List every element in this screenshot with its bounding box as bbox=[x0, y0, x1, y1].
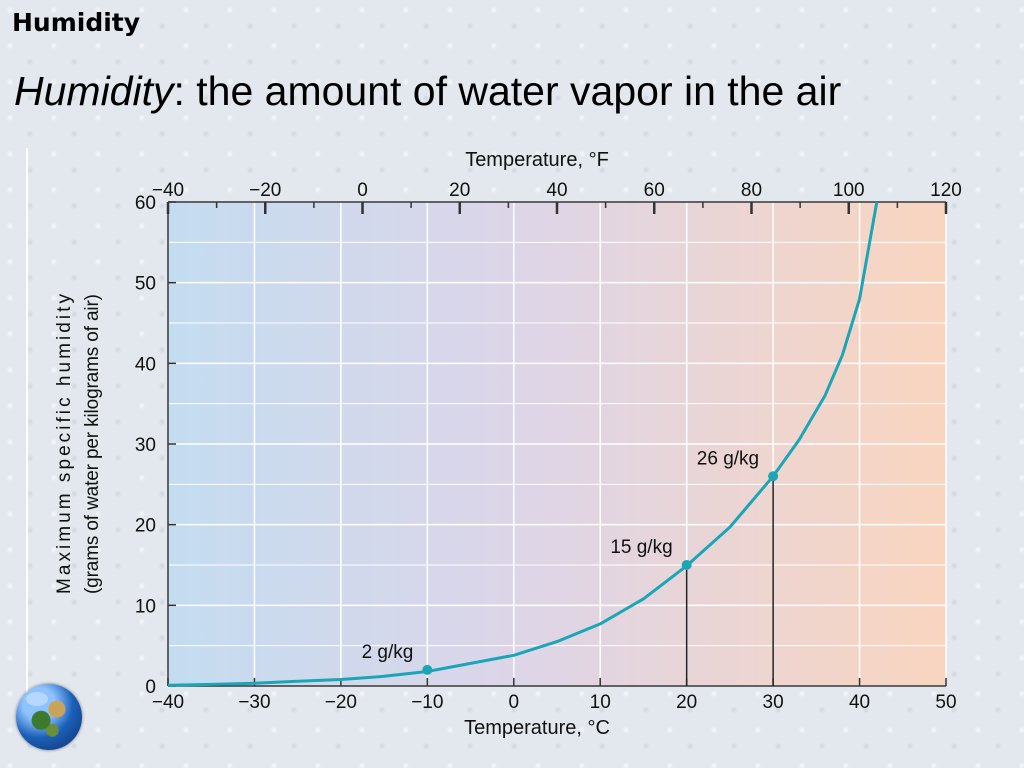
x-tick-label: −10 bbox=[411, 692, 443, 713]
x2-tick-label: 100 bbox=[833, 180, 865, 201]
divider bbox=[26, 148, 28, 708]
series-line bbox=[167, 201, 879, 687]
x-tick-label: −20 bbox=[325, 692, 357, 713]
x-tick-label: 0 bbox=[508, 692, 519, 713]
x2-tick-label: 60 bbox=[644, 180, 665, 201]
x-tick-label: 30 bbox=[763, 692, 784, 713]
data-point bbox=[681, 560, 692, 570]
globe-logo bbox=[16, 684, 82, 750]
x-tick-label: −40 bbox=[152, 692, 184, 713]
x2-axis-title: Temperature, °F bbox=[465, 149, 609, 171]
y-tick-label: 20 bbox=[135, 516, 156, 537]
y-tick-label: 30 bbox=[135, 435, 156, 456]
x2-tick-label: 0 bbox=[357, 180, 368, 201]
x-tick-label: −30 bbox=[238, 692, 270, 713]
title-term: Humidity bbox=[14, 68, 174, 114]
y-tick-label: 50 bbox=[135, 274, 156, 295]
data-point bbox=[422, 664, 433, 675]
data-point bbox=[768, 471, 779, 482]
x-tick-label: 50 bbox=[935, 692, 956, 713]
y-tick-label: 10 bbox=[135, 596, 156, 617]
y-axis-title-line2: (grams of water per kilograms of air) bbox=[82, 294, 103, 594]
y-tick-label: 60 bbox=[135, 193, 156, 214]
data-label: 26 g/kg bbox=[697, 448, 759, 469]
data-label: 15 g/kg bbox=[610, 537, 672, 558]
x2-tick-label: 40 bbox=[546, 180, 567, 201]
slide-header: Humidity bbox=[12, 8, 141, 37]
x2-tick-label: −40 bbox=[152, 180, 184, 201]
x2-tick-label: −20 bbox=[249, 180, 281, 201]
y-tick-label: 40 bbox=[135, 354, 156, 375]
x-tick-label: 10 bbox=[590, 692, 611, 713]
x2-tick-label: 20 bbox=[449, 180, 470, 201]
x-tick-label: 40 bbox=[849, 692, 870, 713]
data-label: 2 g/kg bbox=[362, 642, 414, 663]
y-axis-title-line1: Maximum specific humidity bbox=[54, 294, 75, 595]
x-axis-title: Temperature, °C bbox=[464, 717, 610, 739]
slide-title: Humidity: the amount of water vapor in t… bbox=[14, 68, 841, 115]
y-tick-label: 0 bbox=[145, 677, 156, 698]
x2-tick-label: 80 bbox=[741, 180, 762, 201]
x2-tick-label: 120 bbox=[930, 180, 962, 201]
x-tick-label: 20 bbox=[676, 692, 697, 713]
title-definition: : the amount of water vapor in the air bbox=[173, 68, 842, 114]
